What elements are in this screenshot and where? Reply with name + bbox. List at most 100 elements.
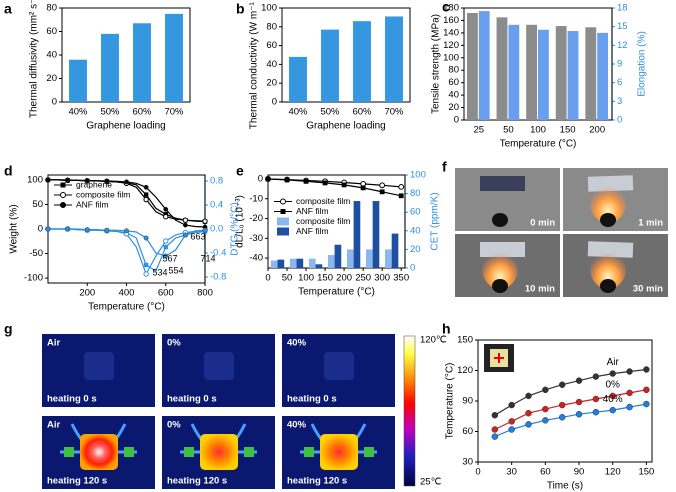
x-tick-label: 250 xyxy=(355,273,371,284)
legend-label: ANF film xyxy=(296,206,329,216)
marker xyxy=(558,414,566,421)
y-tick-label: -30 xyxy=(249,233,263,244)
thermal-pad xyxy=(304,447,314,457)
y-tick-label: 0 xyxy=(258,173,263,184)
series-line xyxy=(267,178,402,197)
marker xyxy=(508,418,515,425)
plot-frame xyxy=(281,7,411,103)
marker xyxy=(143,271,149,277)
series-label: 40% xyxy=(603,394,623,405)
panel-letter: g xyxy=(4,321,13,337)
bar xyxy=(597,32,609,121)
legend-label: composite film xyxy=(296,216,350,226)
plot-frame xyxy=(61,7,191,103)
inset-cross xyxy=(494,353,504,363)
marker xyxy=(558,401,566,409)
marker xyxy=(558,381,566,388)
x-tick-label: 60% xyxy=(352,107,372,118)
marker xyxy=(124,228,129,234)
legend-label: ANF film xyxy=(296,226,329,236)
y-tick-label: 100 xyxy=(261,3,277,14)
thermal-label: Air xyxy=(47,420,61,431)
x-tick-label: 0 xyxy=(475,467,480,478)
photo-burner xyxy=(492,279,508,293)
photo-burner xyxy=(600,279,616,293)
marker xyxy=(265,176,271,182)
marker xyxy=(575,398,583,406)
y2-tick-label: 3 xyxy=(617,96,622,107)
colorbar xyxy=(403,335,416,487)
marker xyxy=(508,401,515,409)
thermal-pad xyxy=(64,447,74,457)
y-tick-label: 80 xyxy=(266,21,277,32)
y-tick-label: 60 xyxy=(266,40,277,51)
y2-tick-label: 12 xyxy=(617,40,628,51)
x-tick-label: 0 xyxy=(265,273,270,284)
photo-burner xyxy=(600,213,616,227)
marker xyxy=(143,192,149,197)
x-axis-title: Temperature (°C) xyxy=(298,287,375,298)
y2-tick-label: -0.8 xyxy=(210,272,226,283)
x-tick-label: 600 xyxy=(158,288,174,299)
thermal-chip xyxy=(320,434,358,470)
photo-label: 10 min xyxy=(525,284,555,295)
marker xyxy=(124,179,129,185)
thermal-caption: heating 0 s xyxy=(287,394,337,405)
y-tick-label: -100 xyxy=(24,273,43,284)
photo-label: 30 min xyxy=(633,284,663,295)
marker xyxy=(84,177,90,183)
bar xyxy=(270,260,278,268)
x-tick-label: 40% xyxy=(68,107,88,118)
bar xyxy=(353,201,361,268)
panel-letter: d xyxy=(4,163,13,179)
annotation: 554 xyxy=(168,265,183,275)
x-axis-title: Temperature (°C) xyxy=(88,302,165,313)
bar xyxy=(101,33,119,102)
x-tick-label: 150 xyxy=(638,467,654,478)
marker xyxy=(84,227,90,233)
marker xyxy=(525,421,532,428)
x-tick-label: 300 xyxy=(374,273,390,284)
marker xyxy=(491,426,499,433)
thermal-label: 0% xyxy=(167,338,181,349)
bar xyxy=(585,27,597,121)
x-axis-title: Time (s) xyxy=(547,481,583,492)
y-tick-label: 0 xyxy=(52,97,57,108)
y-axis-title: Thermal diffusivity (mm² s⁻¹) xyxy=(29,0,40,118)
y-tick-label: 120 xyxy=(457,365,473,376)
thermal-pad xyxy=(364,447,374,457)
marker xyxy=(491,433,499,440)
bar xyxy=(478,11,490,120)
marker xyxy=(609,392,616,400)
photo-label: 1 min xyxy=(638,218,663,229)
x-tick-label: 200 xyxy=(589,125,605,136)
marker xyxy=(202,218,208,224)
y2-axis-title: Elongation (%) xyxy=(637,31,648,97)
bar xyxy=(385,16,403,102)
bar xyxy=(296,258,304,268)
bar xyxy=(391,233,399,268)
y-tick-label: -50 xyxy=(29,248,43,259)
bar xyxy=(69,59,87,102)
y2-tick-label: 18 xyxy=(617,3,628,14)
marker xyxy=(303,178,309,184)
thermal-label: 40% xyxy=(287,338,307,349)
series-line xyxy=(494,389,647,431)
x-axis-title: Graphene loading xyxy=(306,121,386,132)
y2-tick-label: 9 xyxy=(617,59,622,70)
y-tick-label: 150 xyxy=(457,335,473,346)
bar xyxy=(567,31,579,120)
photo-film xyxy=(480,176,525,191)
x-tick-label: 200 xyxy=(79,288,95,299)
marker xyxy=(182,232,188,238)
y-tick-label: 160 xyxy=(443,15,459,26)
colorbar-max: 120℃ xyxy=(420,335,447,346)
y-tick-label: 60 xyxy=(462,426,473,437)
panel-letter: b xyxy=(236,1,245,17)
marker xyxy=(525,409,532,417)
marker xyxy=(143,196,149,203)
x-tick-label: 350 xyxy=(393,273,409,284)
bar xyxy=(555,26,567,120)
marker xyxy=(542,405,549,413)
y2-tick-label: 6 xyxy=(617,77,622,88)
